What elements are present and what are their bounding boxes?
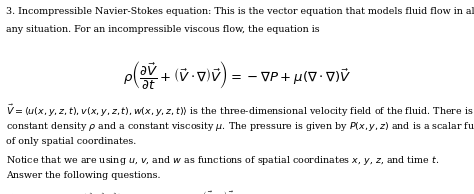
Text: $\rho\left(\dfrac{\partial\vec{V}}{\partial t} + \left(\vec{V}\cdot\nabla\right): $\rho\left(\dfrac{\partial\vec{V}}{\part… xyxy=(123,59,351,91)
Text: Notice that we are using $u$, $v$, and $w$ as functions of spatial coordinates $: Notice that we are using $u$, $v$, and $… xyxy=(6,154,439,167)
Text: 3. Incompressible Navier-Stokes equation: This is the vector equation that model: 3. Incompressible Navier-Stokes equation… xyxy=(6,7,474,16)
Text: Answer the following questions.: Answer the following questions. xyxy=(6,171,161,180)
Text: constant density $\rho$ and a constant viscosity $\mu$. The pressure is given by: constant density $\rho$ and a constant v… xyxy=(6,120,474,133)
Text: a) Given that $\nabla = \left(\frac{\partial}{\partial x}, \frac{\partial}{\part: a) Given that $\nabla = \left(\frac{\par… xyxy=(6,190,236,194)
Text: of only spatial coordinates.: of only spatial coordinates. xyxy=(6,137,137,146)
Text: $\vec{V} = \langle u(x,y,z,t), v(x,y,z,t), w(x,y,z,t)\rangle$ is the three-dimen: $\vec{V} = \langle u(x,y,z,t), v(x,y,z,t… xyxy=(6,103,474,119)
Text: any situation. For an incompressible viscous flow, the equation is: any situation. For an incompressible vis… xyxy=(6,25,320,34)
